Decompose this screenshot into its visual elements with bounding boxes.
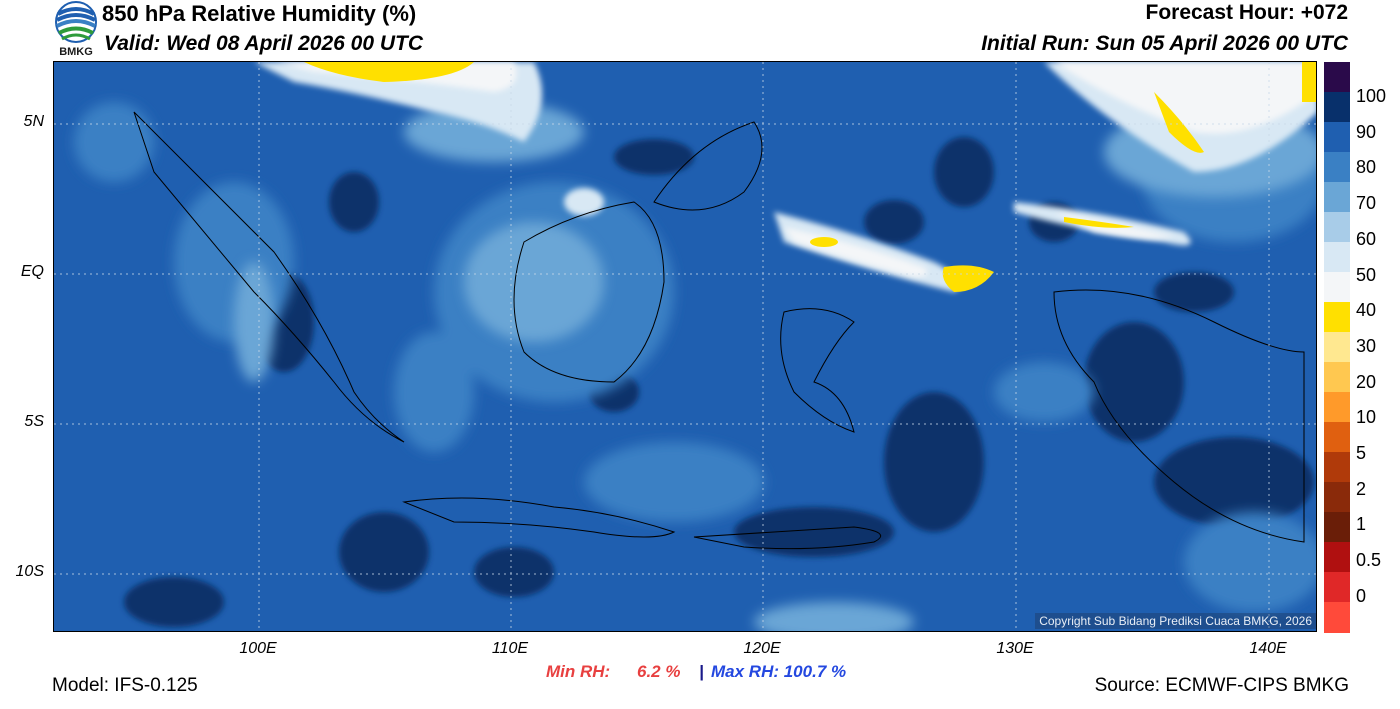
colorbar-label: 80	[1356, 157, 1377, 178]
gridlines	[54, 62, 1316, 631]
colorbar-swatch	[1324, 602, 1350, 633]
colorbar-swatch	[1324, 512, 1350, 543]
colorbar-label: 0.5	[1356, 550, 1382, 571]
colorbar-label: 70	[1356, 193, 1377, 214]
lon-label-140e: 140E	[1249, 640, 1287, 657]
colorbar-label: 60	[1356, 228, 1377, 249]
colorbar-swatch	[1324, 542, 1350, 573]
coastlines	[133, 111, 1305, 550]
colorbar-swatch	[1324, 302, 1350, 333]
colorbar-swatch	[1324, 422, 1350, 453]
min-rh-label: Min RH:	[546, 662, 611, 681]
logo-text: BMKG	[59, 46, 93, 58]
humidity-map	[53, 61, 1317, 632]
colorbar-label: 5	[1356, 443, 1367, 463]
stats-separator: |	[699, 662, 704, 681]
colorbar-swatch	[1324, 212, 1350, 243]
lat-label-eq: EQ	[20, 263, 44, 280]
colorbar	[1324, 62, 1350, 633]
lon-label-110e: 110E	[491, 640, 529, 657]
copyright-notice: Copyright Sub Bidang Prediksi Cuaca BMKG…	[1035, 613, 1316, 629]
colorbar-swatch	[1324, 152, 1350, 183]
model-name: Model: IFS-0.125	[52, 675, 198, 696]
field-dry-core	[304, 62, 1316, 292]
colorbar-swatch	[1324, 272, 1350, 303]
initial-run: Initial Run: Sun 05 April 2026 00 UTC	[981, 32, 1348, 55]
max-rh-label: Max RH: 100.7 %	[711, 662, 847, 681]
lon-label-130e: 130E	[996, 640, 1034, 657]
lon-label-120e: 120E	[743, 640, 781, 657]
colorbar-swatch	[1324, 572, 1350, 603]
lat-label-10s: 10S	[15, 563, 44, 580]
bmkg-logo-icon	[55, 1, 97, 43]
bmkg-logo: BMKG	[52, 0, 100, 60]
lon-label-100e: 100E	[239, 640, 277, 657]
lat-label-5n: 5N	[23, 113, 44, 130]
forecast-hour: Forecast Hour: +072	[1145, 1, 1349, 24]
colorbar-swatch	[1324, 482, 1350, 513]
colorbar-swatch	[1324, 452, 1350, 483]
colorbar-label: 40	[1356, 300, 1377, 321]
valid-time: Valid: Wed 08 April 2026 00 UTC	[104, 32, 423, 55]
colorbar-swatch	[1324, 332, 1350, 363]
colorbar-label: 90	[1356, 121, 1377, 142]
colorbar-swatch	[1324, 62, 1350, 93]
map-title: 850 hPa Relative Humidity (%)	[102, 1, 417, 26]
colorbar-label: 100	[1356, 86, 1387, 106]
data-source: Source: ECMWF-CIPS BMKG	[1094, 675, 1349, 696]
humidity-field	[54, 62, 1316, 631]
colorbar-swatch	[1324, 182, 1350, 213]
colorbar-label: 30	[1356, 335, 1377, 356]
colorbar-swatch	[1324, 122, 1350, 153]
colorbar-label: 1	[1356, 514, 1367, 535]
colorbar-swatch	[1324, 242, 1350, 273]
colorbar-swatch	[1324, 362, 1350, 393]
colorbar-label: 10	[1356, 407, 1377, 428]
colorbar-label: 20	[1356, 371, 1377, 392]
colorbar-swatch	[1324, 392, 1350, 423]
colorbar-label: 50	[1356, 264, 1377, 285]
colorbar-swatch	[1324, 92, 1350, 123]
min-rh-value: 6.2 %	[637, 662, 681, 681]
lat-label-5s: 5S	[24, 413, 44, 430]
colorbar-label: 0	[1356, 585, 1367, 606]
colorbar-label: 2	[1356, 478, 1367, 499]
